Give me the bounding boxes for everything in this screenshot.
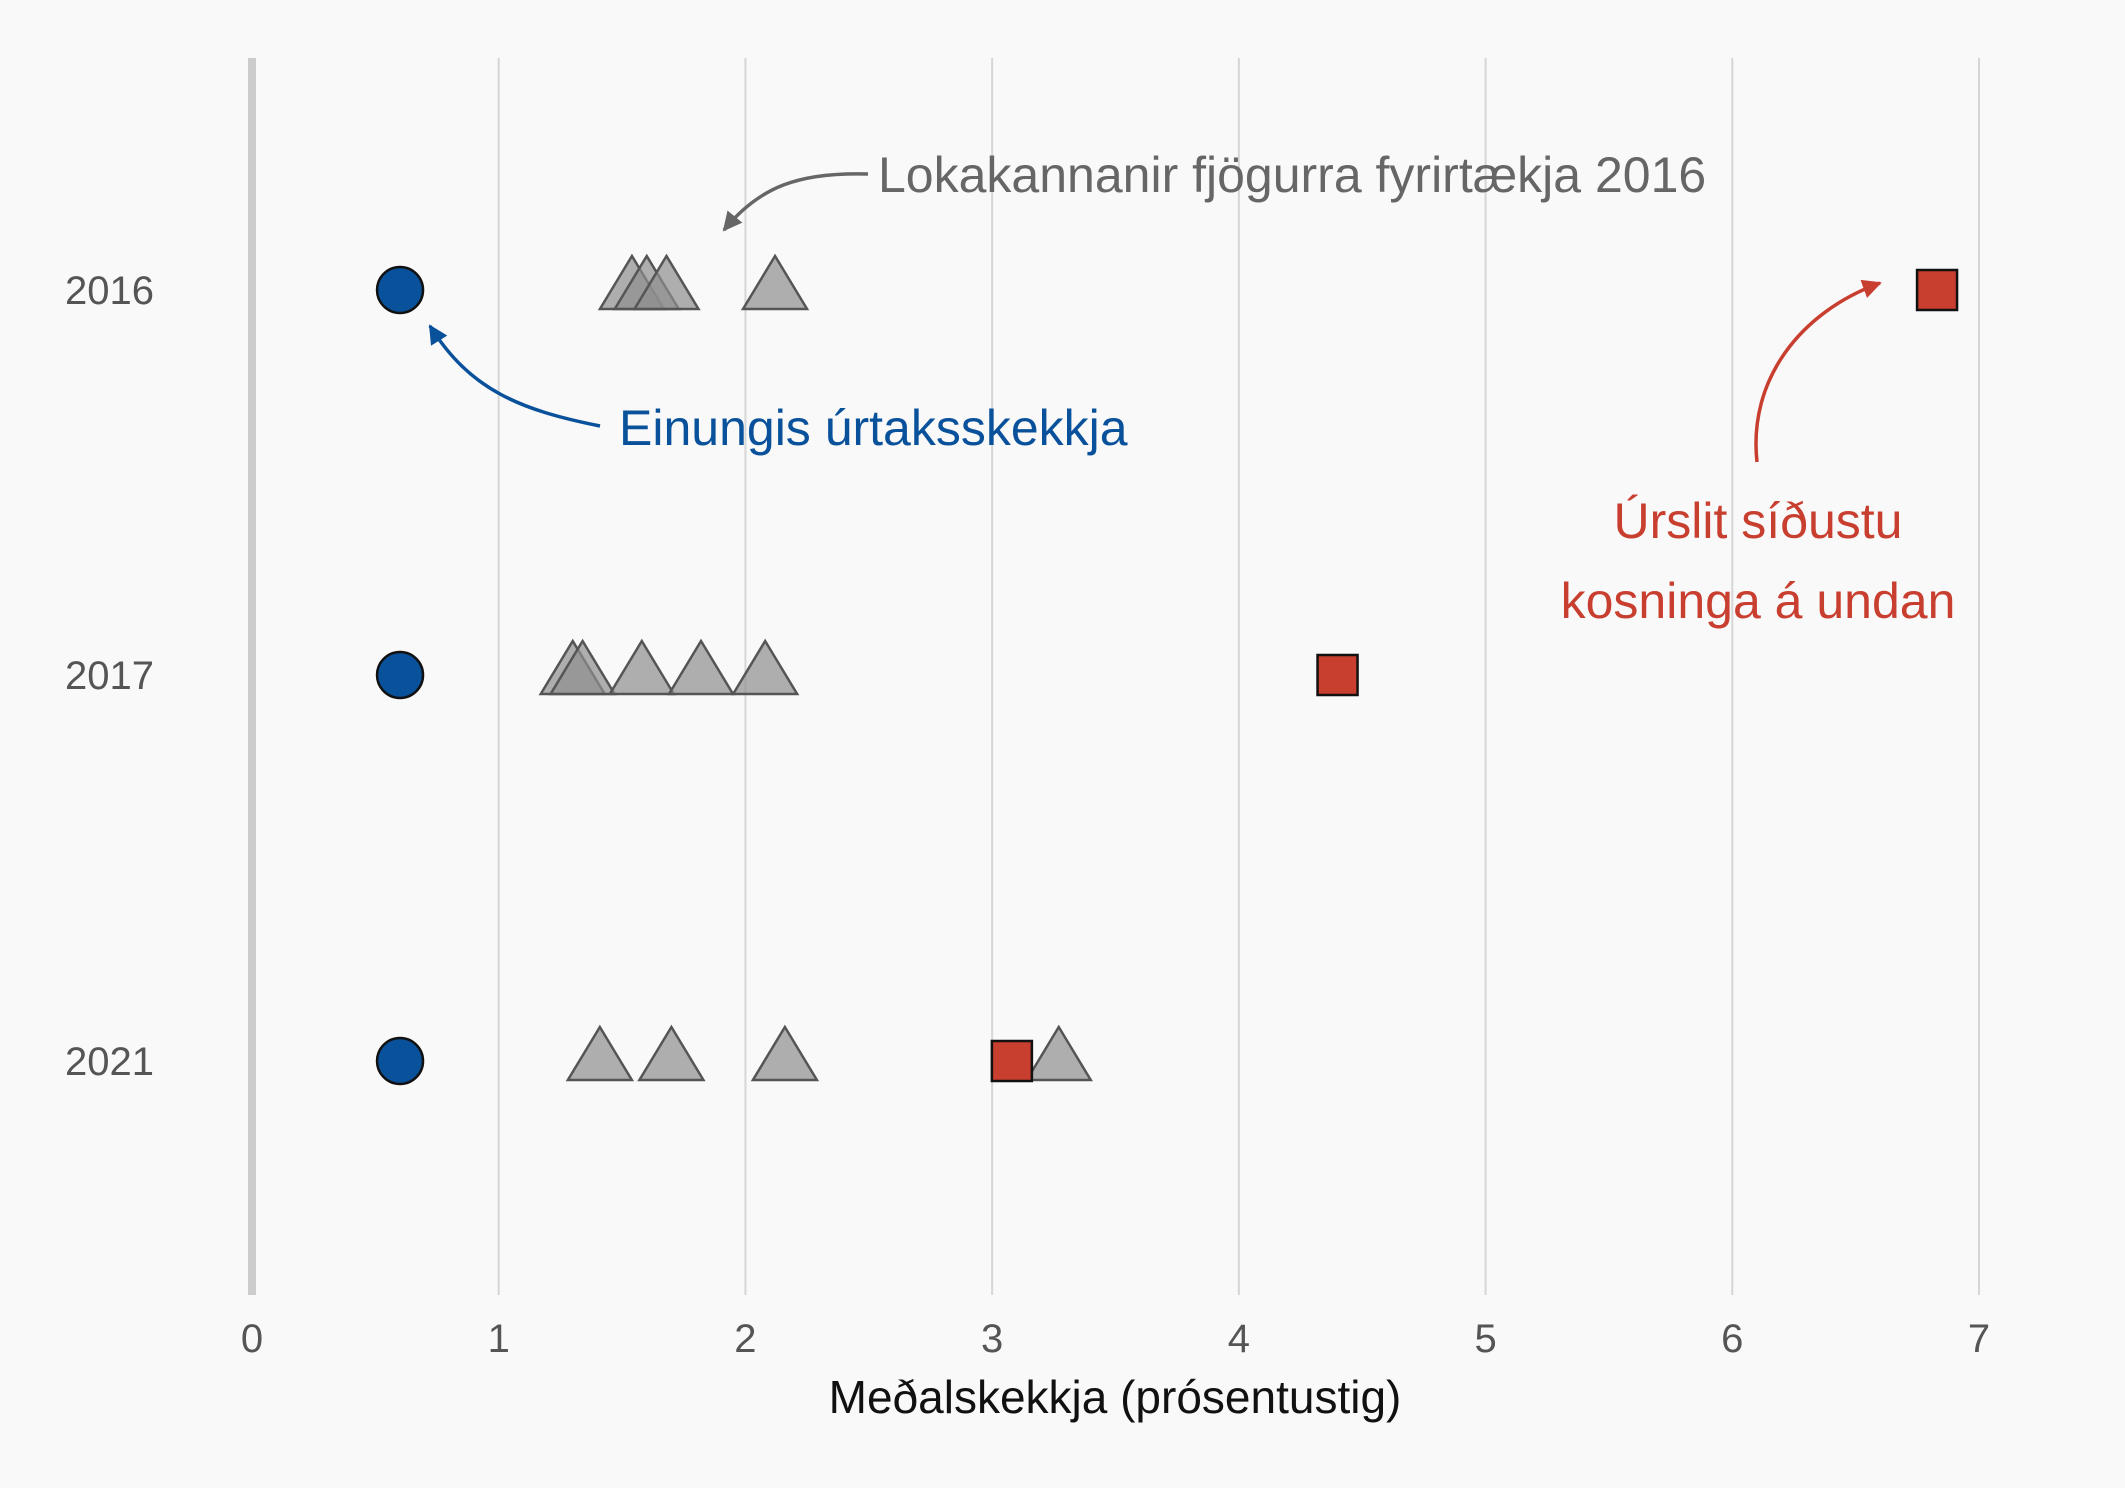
- data-point-triangle: [637, 1024, 706, 1082]
- x-tick-label: 0: [241, 1317, 263, 1361]
- annotation-previous-election: Úrslit síðustu: [1614, 493, 1903, 549]
- data-point-circle: [375, 650, 425, 700]
- gridlines: [497, 58, 1980, 1295]
- x-tick-label: 4: [1228, 1317, 1250, 1361]
- x-axis-ticks: 0 1 2 3 4 5 6 7: [241, 1317, 1990, 1361]
- circle-series: [375, 265, 425, 1086]
- annotation-arrow-blue: [428, 324, 601, 428]
- data-point-triangle: [1024, 1024, 1093, 1082]
- y-axis-line: [248, 58, 256, 1295]
- y-tick-label: 2017: [65, 654, 154, 698]
- y-axis-ticks: 2016 2017 2021: [65, 269, 154, 1084]
- data-point-circle: [375, 265, 425, 315]
- triangle-series: [538, 253, 1093, 1082]
- data-point-triangle: [750, 1024, 820, 1082]
- annotation-sampling-error: Einungis úrtaksskekkja: [619, 400, 1128, 456]
- data-point-triangle: [666, 638, 736, 696]
- x-axis-title: Meðalskekkja (prósentustig): [829, 1371, 1402, 1423]
- data-point-square: [990, 1039, 1034, 1083]
- data-point-triangle: [565, 1024, 635, 1082]
- x-tick-label: 7: [1968, 1317, 1990, 1361]
- data-point-triangle: [607, 638, 677, 696]
- x-tick-label: 5: [1474, 1317, 1496, 1361]
- data-point-triangle: [548, 638, 617, 696]
- y-tick-label: 2016: [65, 269, 154, 313]
- data-point-triangle: [730, 638, 800, 696]
- annotation-previous-election: kosninga á undan: [1561, 573, 1956, 629]
- data-point-square: [1915, 268, 1959, 312]
- square-series: [990, 268, 1959, 1083]
- x-tick-label: 1: [488, 1317, 510, 1361]
- data-point-square: [1316, 653, 1359, 697]
- annotation-polls: Lokakannanir fjögurra fyrirtækja 2016: [878, 147, 1706, 203]
- x-tick-label: 6: [1721, 1317, 1743, 1361]
- x-tick-label: 2: [734, 1317, 756, 1361]
- data-point-triangle: [740, 253, 810, 311]
- data-point-triangle: [632, 253, 701, 311]
- x-tick-label: 3: [981, 1317, 1003, 1361]
- y-tick-label: 2021: [65, 1040, 154, 1084]
- annotation-arrow-grey: [722, 172, 869, 232]
- annotation-arrow-red: [1754, 279, 1882, 463]
- data-point-circle: [375, 1036, 425, 1086]
